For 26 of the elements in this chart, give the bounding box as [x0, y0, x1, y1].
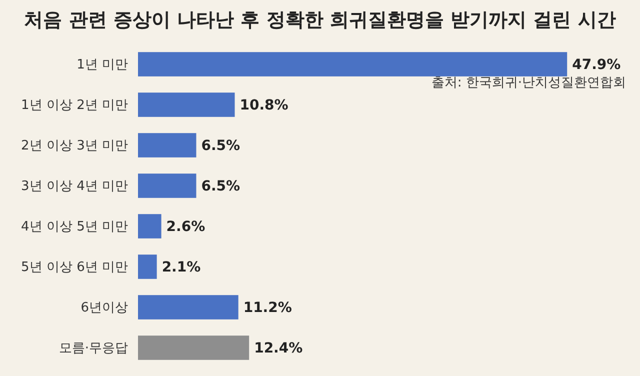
bar: [138, 174, 196, 198]
y-tick-label: 2년 이상 3년 미만: [21, 138, 128, 154]
bar: [138, 52, 568, 76]
y-tick-label: 모름·무응답: [58, 340, 128, 356]
y-tick-label: 1년 이상 2년 미만: [21, 98, 128, 113]
annotation: 출처: 한국희귀·난치성질환연합회: [431, 76, 626, 91]
bar: [138, 336, 250, 360]
y-tick-label: 3년 이상 4년 미만: [21, 178, 128, 194]
y-tick-label: 1년 미만: [76, 57, 128, 72]
data-label: 2.1%: [162, 260, 201, 276]
y-tick-label: 4년 이상 5년 미만: [21, 219, 128, 234]
y-tick-label: 5년 이상 6년 미만: [21, 260, 128, 275]
data-label: 6.5%: [201, 178, 240, 195]
chart-title: 처음 관련 증상이 나타난 후 정확한 희귀질환명을 받기까지 걸린 시간: [24, 9, 616, 31]
data-label: 2.6%: [166, 219, 206, 236]
bar: [138, 92, 235, 117]
bar: [138, 254, 157, 279]
bar: [138, 214, 162, 238]
data-label: 11.2%: [243, 300, 292, 316]
y-tick-label: 6년이상: [80, 300, 128, 316]
data-label: 47.9%: [572, 57, 621, 74]
data-label: 6.5%: [201, 138, 240, 154]
data-label: 12.4%: [254, 340, 303, 357]
bar: [138, 295, 238, 320]
data-label: 10.8%: [240, 98, 288, 114]
bar: [138, 133, 196, 158]
